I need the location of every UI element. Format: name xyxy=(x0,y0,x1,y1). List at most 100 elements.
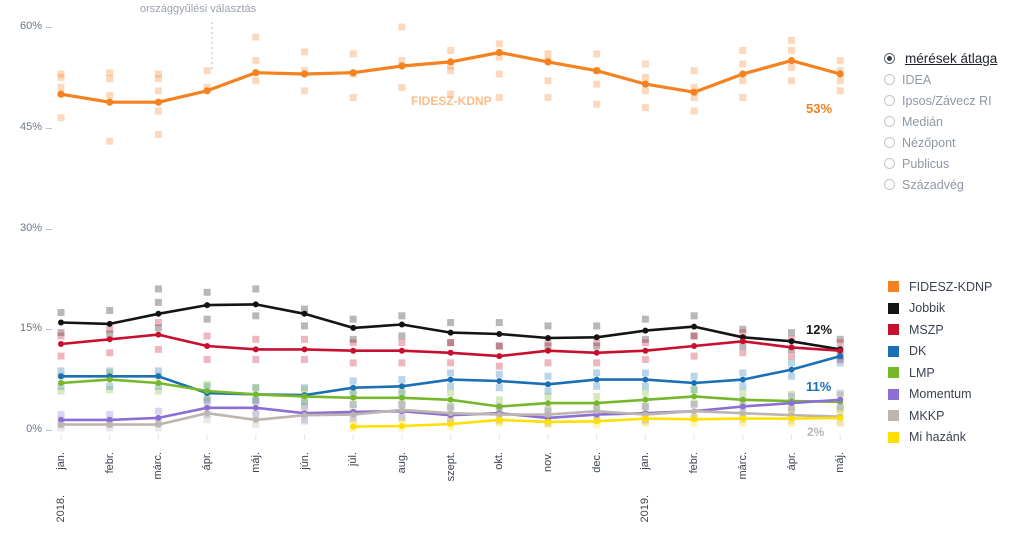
x-axis-year-label: 2018. xyxy=(55,495,67,523)
scatter-point xyxy=(544,359,552,367)
legend-color-swatch xyxy=(888,388,899,400)
scatter-point xyxy=(641,60,649,68)
scatter-point xyxy=(788,359,795,367)
y-axis-tick-label: 15% xyxy=(19,322,42,335)
scatter-point xyxy=(836,87,844,95)
scatter-point xyxy=(641,87,649,95)
series-marker-dk xyxy=(593,376,600,383)
radio-button-icon[interactable] xyxy=(884,158,895,169)
scatter-point xyxy=(203,397,211,405)
radio-button-icon[interactable] xyxy=(884,116,895,127)
y-axis-tick-label: 60% xyxy=(19,20,42,32)
x-axis-tick-label: febr. xyxy=(688,452,701,474)
scatter-point xyxy=(57,114,65,122)
x-axis-tick-label: aug. xyxy=(395,452,408,474)
fidesz-series-inline-label: FIDESZ-KDNP xyxy=(411,94,492,108)
series-marker-jobbik xyxy=(788,338,795,345)
scatter-point xyxy=(203,332,211,340)
scatter-point xyxy=(398,414,406,422)
scatter-point xyxy=(154,70,162,78)
pollster-selector[interactable]: mérések átlaga IDEA Ipsos/Závecz RI Medián N… xyxy=(884,48,1027,195)
series-marker-fidesz-kdnp xyxy=(495,48,503,57)
series-marker-fidesz-kdnp xyxy=(398,62,406,70)
scatter-point xyxy=(836,405,844,413)
scatter-point xyxy=(154,367,162,375)
scatter-point xyxy=(836,57,844,65)
series-marker-mkkp xyxy=(496,411,503,418)
radio-button-icon[interactable] xyxy=(884,137,895,148)
scatter-point xyxy=(301,402,308,410)
y-axis-tick-label: 0% xyxy=(26,423,42,435)
scatter-point xyxy=(106,367,114,375)
scatter-group-fidesz-kdnp xyxy=(57,23,844,145)
series-marker-lmp xyxy=(58,380,64,386)
scatter-point xyxy=(154,107,162,115)
pollster-option-label: Ipsos/Závecz RI xyxy=(902,93,992,108)
pollster-option-ipsos-z-vecz-ri[interactable]: Ipsos/Závecz RI xyxy=(884,90,1027,111)
pollster-option-medi-n[interactable]: Medián xyxy=(884,111,1027,132)
series-marker-mi-haz-nk xyxy=(642,415,649,422)
series-mszp xyxy=(58,331,844,360)
scatter-point xyxy=(836,406,844,414)
scatter-point xyxy=(739,329,747,337)
scatter-point xyxy=(154,407,162,415)
party-legend: FIDESZ-KDNP Jobbik MSZP DK LMP Momentum MKKP Mi… xyxy=(888,276,1027,448)
pollster-option-n-z-pont[interactable]: Nézőpont xyxy=(884,132,1027,153)
series-marker-dk xyxy=(837,353,844,360)
scatter-point xyxy=(398,23,406,31)
scatter-point xyxy=(203,380,211,388)
series-marker-mkkp xyxy=(593,408,600,415)
series-marker-lmp xyxy=(106,376,113,383)
scatter-point xyxy=(398,389,406,397)
scatter-point xyxy=(593,414,601,422)
series-marker-mszp xyxy=(106,336,113,343)
series-marker-fidesz-kdnp xyxy=(57,90,65,98)
pollster-option-idea[interactable]: IDEA xyxy=(884,69,1027,90)
scatter-point xyxy=(836,359,844,367)
series-marker-jobbik xyxy=(204,302,211,309)
series-marker-mszp xyxy=(691,343,698,349)
scatter-point xyxy=(57,387,65,395)
radio-button-icon[interactable] xyxy=(884,95,895,106)
scatter-point xyxy=(690,386,698,394)
scatter-point xyxy=(349,387,357,395)
x-axis-tick-label: jún. xyxy=(298,452,311,470)
scatter-point xyxy=(788,392,795,400)
scatter-point xyxy=(106,386,114,394)
scatter-point xyxy=(836,339,844,347)
series-marker-lmp xyxy=(642,396,649,403)
series-marker-mszp xyxy=(252,346,259,353)
scatter-point xyxy=(495,370,503,378)
pollster-option-m-r-sek-tlaga[interactable]: mérések átlaga xyxy=(884,48,1027,69)
scatter-point xyxy=(690,411,698,419)
scatter-point xyxy=(836,402,844,410)
legend-item-label: Momentum xyxy=(909,387,972,402)
scatter-point xyxy=(593,404,601,412)
scatter-point xyxy=(203,315,211,323)
scatter-point xyxy=(398,399,406,407)
scatter-point xyxy=(252,335,260,343)
pollster-option-sz-zadv-g[interactable]: Századvég xyxy=(884,174,1027,195)
scatter-point xyxy=(252,57,260,65)
scatter-point xyxy=(252,409,260,417)
scatter-point xyxy=(349,390,357,398)
scatter-point xyxy=(301,417,308,425)
scatter-point xyxy=(154,324,162,332)
legend-item-fidesz-kdnp: FIDESZ-KDNP xyxy=(888,276,1027,298)
radio-button-icon[interactable] xyxy=(884,74,895,85)
series-marker-mkkp xyxy=(545,411,551,418)
radio-button-icon[interactable] xyxy=(884,179,895,190)
series-marker-dk xyxy=(691,380,698,386)
series-marker-mi-haz-nk xyxy=(398,423,405,429)
pollster-option-publicus[interactable]: Publicus xyxy=(884,153,1027,174)
series-marker-mkkp xyxy=(106,421,113,428)
y-axis-tick-mark xyxy=(46,329,52,331)
scatter-point xyxy=(154,424,162,432)
radio-button-icon[interactable] xyxy=(884,53,895,64)
series-marker-jobbik xyxy=(252,301,259,308)
scatter-point xyxy=(495,342,503,350)
scatter-point xyxy=(788,404,795,412)
scatter-point xyxy=(836,409,844,417)
scatter-point xyxy=(106,325,114,333)
y-axis-tick-label: 30% xyxy=(19,221,42,234)
